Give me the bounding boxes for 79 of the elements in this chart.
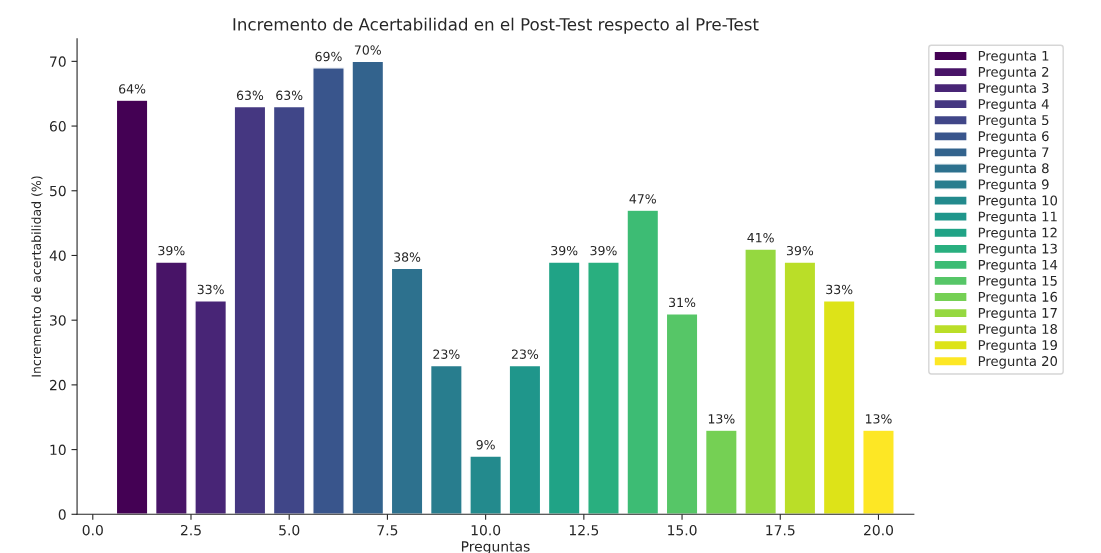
x-tick-label: 0.0 bbox=[82, 524, 103, 536]
bar bbox=[351, 60, 385, 515]
data-label: 33% bbox=[826, 284, 853, 295]
data-label: 64% bbox=[119, 84, 146, 94]
legend-label: Pregunta 16 bbox=[978, 291, 1058, 305]
bar bbox=[390, 267, 424, 515]
data-label: 9% bbox=[476, 440, 495, 450]
bar bbox=[626, 209, 660, 515]
x-tick-label: 15.0 bbox=[668, 524, 697, 536]
legend-label: Pregunta 3 bbox=[978, 82, 1049, 96]
data-label: 33% bbox=[197, 284, 224, 295]
legend-label: Pregunta 5 bbox=[978, 115, 1049, 128]
data-label: 39% bbox=[590, 245, 617, 256]
legend-label: Pregunta 18 bbox=[978, 323, 1058, 337]
y-tick-label: 50 bbox=[50, 185, 66, 197]
bar bbox=[822, 300, 856, 515]
legend-label: Pregunta 8 bbox=[978, 163, 1049, 176]
y-tick-label: 20 bbox=[50, 379, 66, 391]
data-label: 69% bbox=[315, 51, 342, 62]
bar bbox=[154, 261, 188, 515]
bar bbox=[704, 429, 738, 515]
x-tick-label: 7.5 bbox=[377, 525, 398, 536]
data-label: 41% bbox=[747, 232, 774, 243]
data-label: 70% bbox=[354, 45, 381, 55]
y-tick-label: 70 bbox=[50, 56, 66, 67]
legend-label: Pregunta 12 bbox=[978, 227, 1057, 241]
legend-label: Pregunta 17 bbox=[978, 308, 1057, 321]
bar bbox=[429, 364, 463, 515]
y-tick-label: 40 bbox=[49, 250, 66, 261]
data-label: 39% bbox=[786, 245, 814, 256]
data-label: 39% bbox=[158, 245, 185, 256]
x-tick-label: 5.0 bbox=[279, 524, 300, 536]
legend-label: Pregunta 1 bbox=[978, 50, 1049, 64]
y-axis-title: Incremento de acertabilidad (%) bbox=[31, 176, 43, 377]
legend-label: Pregunta 19 bbox=[978, 340, 1057, 353]
data-label: 39% bbox=[551, 245, 578, 256]
legend-label: Pregunta 15 bbox=[978, 275, 1057, 289]
bar bbox=[744, 248, 778, 515]
legend-label: Pregunta 6 bbox=[978, 131, 1049, 144]
y-tick-label: 10 bbox=[50, 444, 66, 456]
bar bbox=[783, 261, 817, 515]
bar bbox=[469, 455, 503, 515]
bar bbox=[547, 261, 581, 515]
bar bbox=[508, 364, 542, 515]
bar bbox=[862, 429, 895, 515]
bar bbox=[233, 105, 267, 515]
data-label: 23% bbox=[433, 349, 460, 359]
data-label: 63% bbox=[276, 90, 303, 101]
legend-label: Pregunta 2 bbox=[978, 66, 1049, 80]
y-tick-label: 60 bbox=[49, 121, 66, 132]
legend-label: Pregunta 14 bbox=[978, 259, 1058, 273]
bar bbox=[665, 313, 699, 515]
legend-label: Pregunta 11 bbox=[978, 211, 1057, 225]
legend-label: Pregunta 10 bbox=[978, 195, 1058, 208]
bar bbox=[312, 67, 345, 515]
bar bbox=[272, 105, 306, 515]
x-tick-label: 17.5 bbox=[766, 525, 795, 536]
legend-label: Pregunta 13 bbox=[978, 243, 1057, 257]
data-label: 13% bbox=[865, 414, 892, 424]
chart-title: Incremento de Acertabilidad en el Post-Test respecto al Pre-Test bbox=[233, 17, 759, 34]
x-tick-label: 12.5 bbox=[569, 524, 599, 536]
bar bbox=[194, 300, 228, 515]
y-tick-label: 30 bbox=[50, 315, 66, 326]
data-label: 38% bbox=[394, 252, 421, 262]
x-tick-label: 20.0 bbox=[864, 524, 894, 536]
y-tick-label: 0 bbox=[58, 509, 66, 520]
data-label: 47% bbox=[629, 194, 656, 204]
data-label: 31% bbox=[669, 297, 696, 308]
data-label: 23% bbox=[511, 349, 539, 359]
data-label: 63% bbox=[236, 90, 264, 101]
legend-label: Pregunta 20 bbox=[978, 356, 1058, 369]
bar bbox=[587, 261, 620, 515]
x-tick-label: 2.5 bbox=[180, 524, 201, 536]
legend-label: Pregunta 9 bbox=[978, 179, 1049, 192]
legend-label: Pregunta 7 bbox=[978, 147, 1049, 160]
x-tick-label: 10.0 bbox=[471, 524, 501, 536]
bar bbox=[115, 99, 149, 515]
data-label: 13% bbox=[708, 414, 735, 424]
legend-label: Pregunta 4 bbox=[978, 99, 1049, 112]
